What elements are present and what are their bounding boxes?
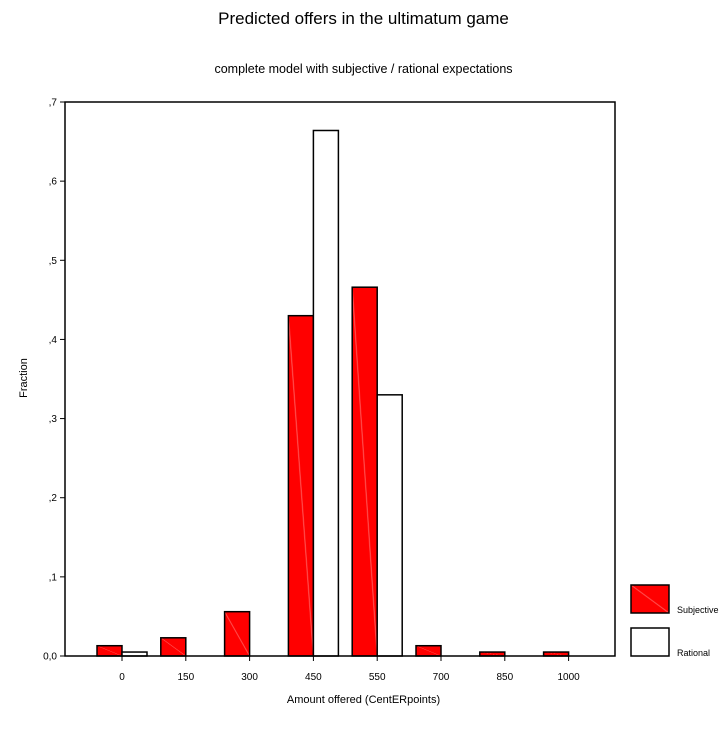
legend-swatch-subjective bbox=[631, 585, 669, 613]
x-tick-label: 1000 bbox=[557, 672, 580, 683]
y-tick-label: ,3 bbox=[49, 414, 58, 425]
bar-subjective-300 bbox=[225, 612, 250, 656]
x-tick-label: 150 bbox=[177, 672, 194, 683]
y-tick-label: 0,0 bbox=[43, 652, 57, 663]
y-tick-label: ,1 bbox=[49, 572, 58, 583]
bar-subjective-0 bbox=[97, 646, 122, 656]
bar-subjective-450 bbox=[288, 316, 313, 656]
legend: Subjective Rational bbox=[631, 585, 719, 658]
y-tick-label: ,2 bbox=[49, 493, 58, 504]
legend-label-subjective: Subjective bbox=[677, 605, 719, 615]
legend-swatch-rational bbox=[631, 628, 669, 656]
plot-area-frame bbox=[65, 102, 615, 656]
x-tick-label: 0 bbox=[119, 672, 125, 683]
y-tick-label: ,4 bbox=[49, 335, 58, 346]
y-tick-label: ,5 bbox=[49, 256, 58, 267]
bar-rational-450 bbox=[313, 130, 338, 656]
bar-subjective-150 bbox=[161, 638, 186, 656]
bar-subjective-550 bbox=[352, 287, 377, 656]
x-tick-label: 700 bbox=[433, 672, 450, 683]
y-tick-label: ,7 bbox=[49, 98, 58, 109]
x-tick-label: 850 bbox=[496, 672, 513, 683]
x-tick-label: 450 bbox=[305, 672, 322, 683]
legend-label-rational: Rational bbox=[677, 648, 710, 658]
x-tick-label: 300 bbox=[241, 672, 258, 683]
bar-rational-550 bbox=[377, 395, 402, 656]
bar-subjective-700 bbox=[416, 646, 441, 656]
x-tick-label: 550 bbox=[369, 672, 386, 683]
y-tick-label: ,6 bbox=[49, 177, 58, 188]
